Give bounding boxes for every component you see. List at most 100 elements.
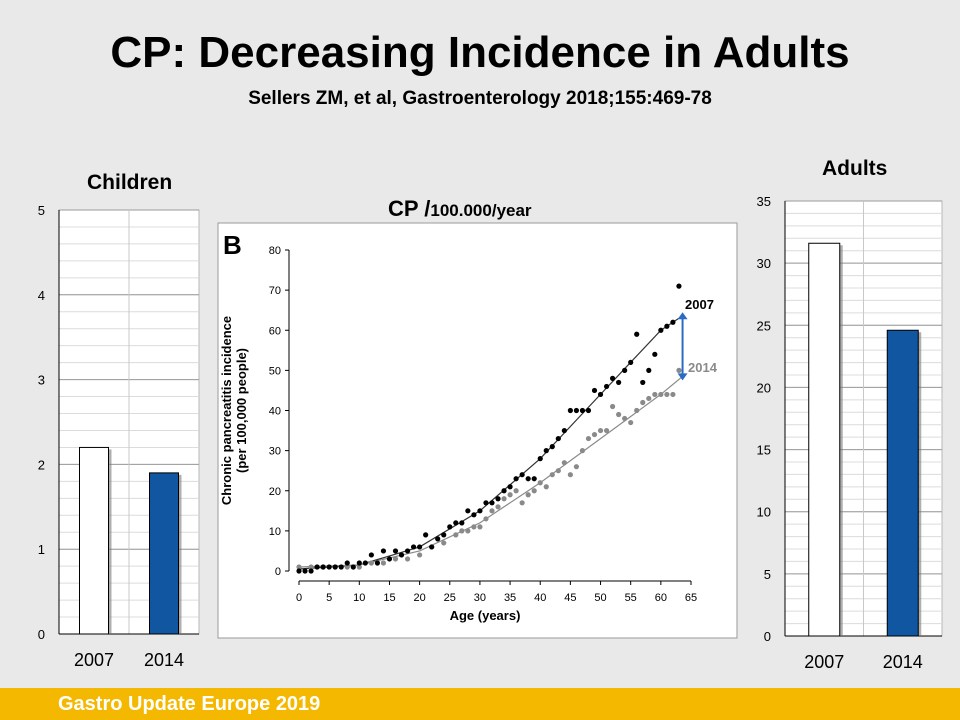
scatter-point-2007 (320, 564, 326, 570)
scatter-point-2007 (537, 456, 543, 462)
scatter-point-2007 (441, 532, 447, 538)
scatter-xtick-label: 55 (625, 592, 637, 604)
scatter-y-axis-label: Chronic pancreatitis incidence (219, 316, 234, 505)
children-ytick-label: 4 (38, 288, 45, 303)
children-ytick-label: 5 (38, 203, 45, 218)
scatter-point-2014 (344, 564, 350, 570)
scatter-point-2007 (423, 532, 429, 538)
scatter-point-2007 (591, 387, 598, 394)
scatter-point-2007 (392, 548, 399, 554)
scatter-point-2007 (567, 407, 573, 414)
scatter-point-2014 (308, 564, 314, 570)
difference-arrow-head-top (677, 312, 688, 320)
scatter-point-2014 (646, 395, 652, 402)
children-xtick-label: 2014 (144, 650, 184, 670)
scatter-point-2007 (417, 544, 423, 550)
adults-chart-title: Adults (822, 157, 888, 180)
scatter-point-2007 (628, 359, 634, 365)
scatter-point-2007 (368, 552, 374, 558)
scatter-ytick-label: 50 (269, 365, 281, 377)
scatter-point-2014 (477, 524, 483, 530)
scatter-ytick-label: 10 (269, 526, 281, 538)
scatter-xtick-label: 60 (655, 592, 667, 604)
scatter-point-2007 (302, 568, 308, 574)
scatter-point-2014 (573, 464, 580, 470)
scatter-point-2007 (332, 564, 338, 570)
scatter-point-2007 (676, 283, 682, 289)
scatter-point-2014 (356, 564, 362, 570)
scatter-point-2007 (634, 331, 640, 337)
scatter-point-2007 (308, 568, 314, 574)
slide-title: CP: Decreasing Incidence in Adults (110, 28, 850, 77)
scatter-point-2007 (573, 407, 580, 414)
scatter-point-2014 (634, 407, 640, 414)
scatter-point-2007 (603, 383, 610, 390)
scatter-point-2014 (555, 468, 561, 474)
scatter-point-2014 (507, 492, 513, 498)
scatter-point-2014 (404, 556, 411, 562)
scatter-point-2014 (579, 448, 586, 454)
scatter-point-2014 (380, 560, 387, 566)
scatter-point-2007 (447, 524, 453, 530)
scatter-point-2007 (579, 407, 586, 414)
scatter-point-2014 (640, 399, 646, 406)
scatter-point-2007 (350, 564, 356, 570)
scatter-point-2014 (296, 564, 302, 570)
children-ytick-label: 3 (38, 373, 45, 388)
scatter-point-2014 (495, 504, 501, 510)
scatter-point-2014 (471, 524, 477, 530)
scatter-xtick-label: 65 (685, 592, 697, 604)
age-incidence-scatter-chart: B 0 5 10 15 20 25 30 35 40 45 50 55 60 65 0 10 20 30 40 50 60… (217, 222, 738, 639)
slide-subtitle: Sellers ZM, et al, Gastroenterology 2018… (248, 88, 712, 109)
scatter-point-2007 (362, 560, 368, 566)
scatter-point-2007 (435, 536, 441, 542)
adults-ytick-label: 20 (757, 380, 771, 395)
scatter-point-2007 (338, 564, 344, 570)
scatter-point-2007 (374, 560, 380, 566)
adults-ytick-label: 0 (764, 629, 771, 644)
scatter-series-label-2014: 2014 (688, 360, 718, 375)
scatter-ytick-label: 70 (269, 285, 281, 297)
scatter-point-2014 (664, 391, 670, 398)
children-ytick-label: 0 (38, 627, 45, 642)
scatter-point-2014 (537, 480, 543, 486)
scatter-point-2007 (597, 391, 604, 398)
scatter-xtick-label: 30 (474, 592, 486, 604)
scatter-point-2007 (326, 564, 332, 570)
scatter-point-2007 (519, 472, 525, 478)
adults-ytick-label: 15 (757, 443, 771, 458)
scatter-ytick-label: 30 (269, 446, 281, 458)
scatter-point-2014 (459, 528, 465, 534)
scatter-x-axis-label: Age (years) (450, 608, 521, 623)
scatter-point-2007 (410, 544, 417, 550)
adults-ytick-label: 35 (757, 194, 771, 209)
scatter-point-2007 (664, 323, 670, 329)
scatter-ytick-label: 20 (269, 486, 281, 498)
scatter-point-2014 (603, 427, 610, 434)
scatter-point-2014 (585, 435, 592, 442)
center-title-main: CP / (388, 196, 431, 221)
scatter-point-2014 (567, 472, 573, 478)
scatter-point-2007 (658, 327, 664, 333)
adults-ytick-label: 5 (764, 567, 771, 582)
scatter-point-2007 (477, 508, 483, 514)
scatter-point-2014 (483, 516, 489, 522)
scatter-point-2014 (531, 488, 537, 494)
scatter-point-2007 (459, 520, 465, 526)
scatter-xtick-label: 10 (353, 592, 365, 604)
scatter-point-2007 (495, 496, 501, 502)
children-xtick-label: 2007 (74, 650, 114, 670)
scatter-point-2007 (670, 319, 676, 325)
scatter-point-2014 (549, 472, 555, 478)
scatter-point-2007 (471, 512, 477, 518)
adults-bar-chart: 0 5 10 15 20 25 30 35 2007 2014 (757, 194, 943, 672)
scatter-point-2014 (670, 391, 676, 398)
scatter-point-2014 (658, 391, 664, 398)
scatter-point-2014 (610, 403, 616, 410)
scatter-point-2014 (417, 552, 423, 558)
scatter-point-2007 (549, 444, 555, 450)
scatter-point-2014 (597, 427, 604, 434)
scatter-y-axis-label: (per 100,000 people) (234, 348, 249, 473)
scatter-point-2007 (646, 367, 652, 373)
scatter-point-2007 (585, 407, 592, 414)
